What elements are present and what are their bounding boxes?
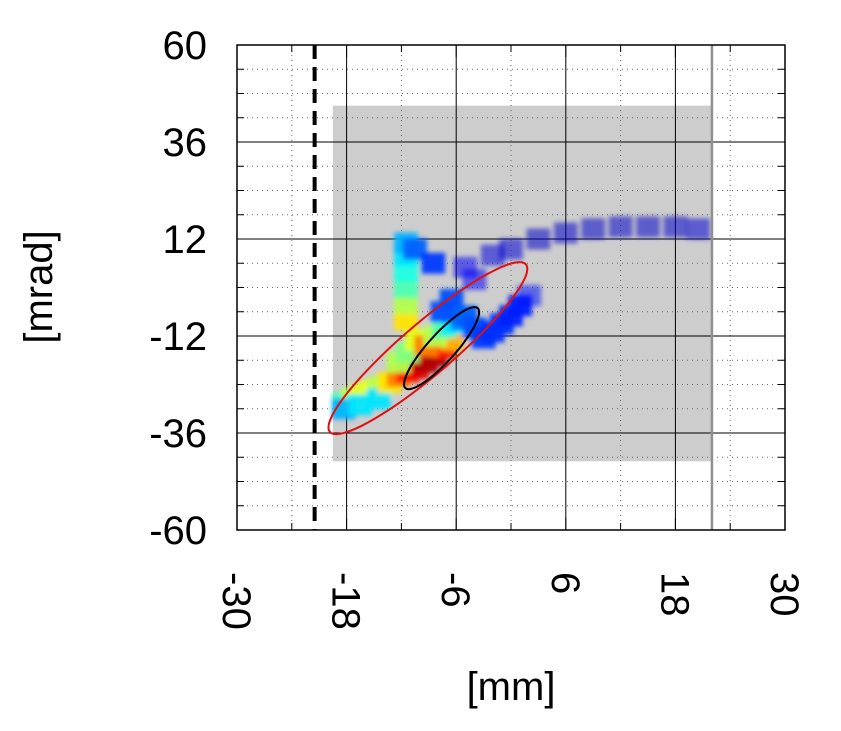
density-cell <box>608 216 633 238</box>
y-tick-label: 36 <box>163 121 208 165</box>
density-cell <box>366 388 391 410</box>
x-tick-label: -30 <box>214 572 258 630</box>
y-tick-label: -60 <box>149 509 207 553</box>
density-cell <box>581 218 606 240</box>
x-tick-label: -6 <box>433 572 477 608</box>
density-cell <box>526 228 551 250</box>
y-tick-label: -36 <box>149 412 207 456</box>
y-axis-title: [mrad] <box>17 230 61 343</box>
density-cell <box>480 244 505 266</box>
density-cell <box>403 238 427 260</box>
y-tick-label: 12 <box>163 218 208 262</box>
inner-ellipse <box>403 306 481 391</box>
density-cell <box>394 260 418 282</box>
density-cell <box>517 285 542 307</box>
density-cell <box>394 309 418 331</box>
y-tick-label: 60 <box>163 24 208 68</box>
y-tick-label: -12 <box>149 315 207 359</box>
x-tick-label: 6 <box>543 572 587 594</box>
density-cell <box>421 252 446 274</box>
density-cell <box>348 394 373 416</box>
outer-ellipse <box>327 261 529 436</box>
density-cell <box>439 289 464 311</box>
x-tick-label: -18 <box>324 572 368 630</box>
density-cell <box>636 216 660 238</box>
x-tick-label: 18 <box>652 572 696 617</box>
density-cell <box>663 216 688 238</box>
density-cell <box>553 222 578 244</box>
density-cell <box>394 293 418 315</box>
x-tick-label: 30 <box>762 572 806 617</box>
density-cell <box>499 238 523 260</box>
x-axis-title: [mm] <box>467 665 556 709</box>
density-cell <box>686 218 711 240</box>
density-cell <box>394 276 418 299</box>
